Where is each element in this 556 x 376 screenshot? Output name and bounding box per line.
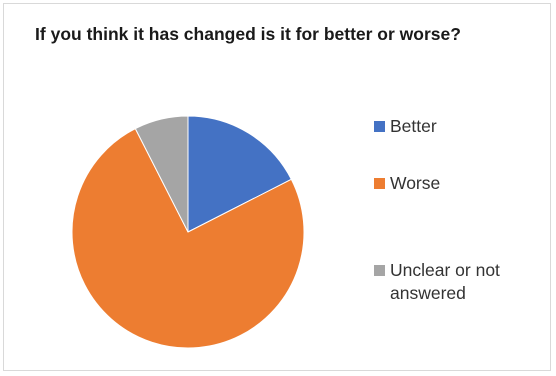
- legend-swatch-unclear: [374, 265, 385, 276]
- legend-label-unclear: Unclear or not answered: [390, 260, 500, 303]
- legend-item-unclear: Unclear or not answered: [374, 259, 500, 305]
- pie-slice-unclear: [134, 115, 189, 233]
- legend: Better Worse Unclear or not answered: [374, 0, 544, 376]
- legend-swatch-worse: [374, 178, 385, 189]
- legend-item-better: Better: [374, 115, 500, 138]
- legend-swatch-better: [374, 121, 385, 132]
- legend-item-worse: Worse: [374, 172, 500, 195]
- legend-label-better: Better: [390, 116, 437, 136]
- pie-slices: [71, 115, 305, 349]
- chart-title: If you think it has changed is it for be…: [35, 24, 461, 44]
- legend-label-worse: Worse: [390, 173, 441, 193]
- pie-slice-worse: [71, 127, 305, 349]
- pie-slice-better: [187, 115, 293, 233]
